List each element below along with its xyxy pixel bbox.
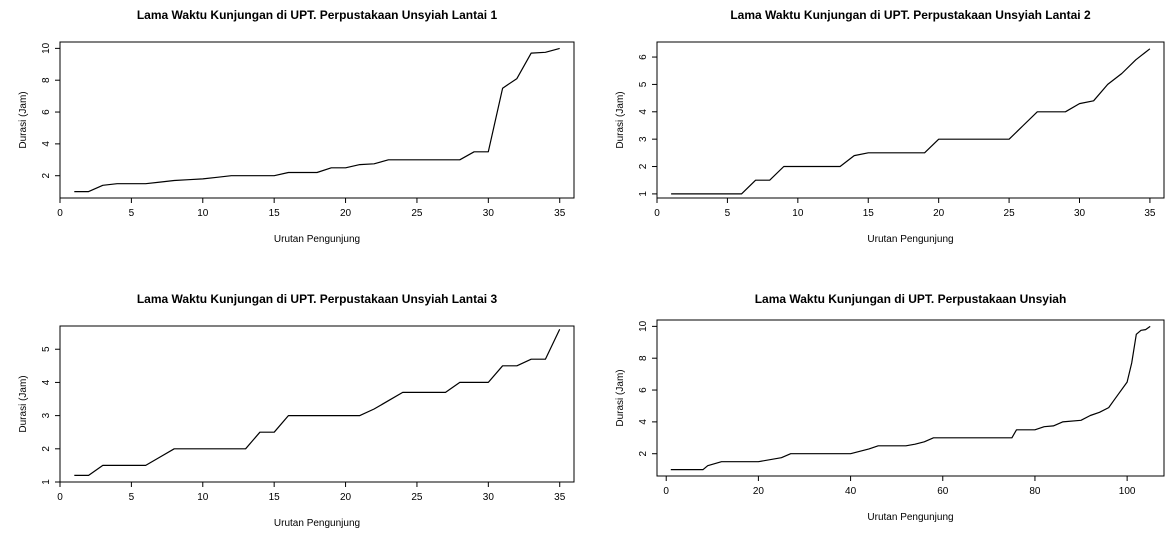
x-tick-label: 5 <box>725 208 731 219</box>
chart-panel-2: Lama Waktu Kunjungan di UPT. Perpustakaa… <box>615 8 1165 245</box>
chart-title: Lama Waktu Kunjungan di UPT. Perpustakaa… <box>755 292 1067 306</box>
x-axis-label: Urutan Pengunjung <box>867 234 953 245</box>
chart-panel-1: Lama Waktu Kunjungan di UPT. Perpustakaa… <box>18 8 575 245</box>
x-axis-label: Urutan Pengunjung <box>274 234 360 245</box>
x-tick-label: 5 <box>129 492 135 503</box>
y-tick-label: 6 <box>638 54 649 60</box>
x-tick-label: 0 <box>663 486 669 497</box>
y-tick-label: 6 <box>41 109 52 115</box>
x-tick-label: 5 <box>129 208 135 219</box>
x-tick-label: 20 <box>340 208 352 219</box>
y-tick-label: 4 <box>41 141 52 147</box>
series-line <box>74 329 561 476</box>
chart-title: Lama Waktu Kunjungan di UPT. Perpustakaa… <box>137 8 498 22</box>
x-tick-label: 0 <box>57 208 63 219</box>
y-tick-label: 1 <box>638 191 649 197</box>
x-tick-label: 35 <box>554 208 566 219</box>
y-tick-label: 4 <box>638 109 649 115</box>
x-tick-label: 20 <box>753 486 765 497</box>
y-tick-label: 2 <box>41 172 52 178</box>
y-tick-label: 3 <box>638 136 649 142</box>
x-tick-label: 100 <box>1119 486 1136 497</box>
x-tick-label: 60 <box>937 486 949 497</box>
x-tick-label: 25 <box>411 492 423 503</box>
x-tick-label: 0 <box>57 492 63 503</box>
y-tick-label: 3 <box>41 412 52 418</box>
x-tick-label: 10 <box>197 208 209 219</box>
y-tick-label: 5 <box>638 81 649 87</box>
x-tick-label: 35 <box>554 492 566 503</box>
y-tick-label: 4 <box>41 379 52 385</box>
y-tick-label: 10 <box>41 42 52 54</box>
x-tick-label: 30 <box>483 208 495 219</box>
chart-title: Lama Waktu Kunjungan di UPT. Perpustakaa… <box>137 292 498 306</box>
x-tick-label: 10 <box>197 492 209 503</box>
y-tick-label: 4 <box>638 419 649 425</box>
x-tick-label: 30 <box>1074 208 1086 219</box>
y-tick-label: 2 <box>638 450 649 456</box>
chart-title: Lama Waktu Kunjungan di UPT. Perpustakaa… <box>730 8 1091 22</box>
x-tick-label: 20 <box>340 492 352 503</box>
y-axis-label: Durasi (Jam) <box>615 369 626 426</box>
y-tick-label: 2 <box>638 163 649 169</box>
y-axis-label: Durasi (Jam) <box>18 375 29 432</box>
y-tick-label: 10 <box>638 320 649 332</box>
x-axis-label: Urutan Pengunjung <box>274 518 360 529</box>
x-tick-label: 15 <box>863 208 875 219</box>
plot-frame <box>59 325 575 483</box>
x-tick-label: 30 <box>483 492 495 503</box>
y-tick-label: 6 <box>638 387 649 393</box>
x-tick-label: 40 <box>845 486 857 497</box>
x-axis-label: Urutan Pengunjung <box>867 512 953 523</box>
series-line <box>670 325 1151 471</box>
series-line <box>74 47 560 193</box>
plot-frame <box>59 41 575 199</box>
chart-panel-3: Lama Waktu Kunjungan di UPT. Perpustakaa… <box>18 292 575 529</box>
x-tick-label: 25 <box>411 208 423 219</box>
plot-frame <box>656 319 1165 477</box>
series-line <box>671 48 1151 195</box>
chart-panel-4: Lama Waktu Kunjungan di UPT. Perpustakaa… <box>615 292 1165 523</box>
plot-frame <box>656 41 1165 199</box>
x-tick-label: 20 <box>933 208 945 219</box>
x-tick-label: 15 <box>269 492 281 503</box>
y-tick-label: 8 <box>638 355 649 361</box>
y-tick-label: 8 <box>41 77 52 83</box>
x-tick-label: 15 <box>269 208 281 219</box>
x-tick-label: 35 <box>1144 208 1156 219</box>
x-tick-label: 0 <box>654 208 660 219</box>
y-tick-label: 5 <box>41 346 52 352</box>
x-tick-label: 10 <box>792 208 804 219</box>
y-tick-label: 1 <box>41 479 52 485</box>
y-axis-label: Durasi (Jam) <box>18 91 29 148</box>
x-tick-label: 25 <box>1004 208 1016 219</box>
x-tick-label: 80 <box>1029 486 1041 497</box>
y-tick-label: 2 <box>41 446 52 452</box>
y-axis-label: Durasi (Jam) <box>615 91 626 148</box>
